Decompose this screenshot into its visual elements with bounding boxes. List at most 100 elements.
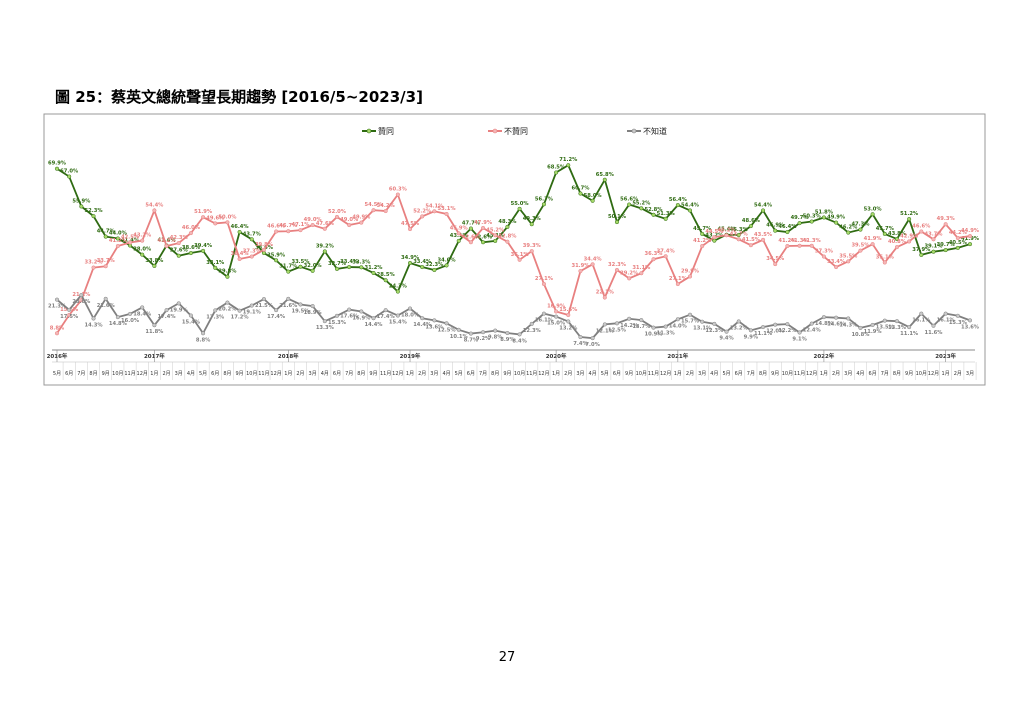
data-point [310,268,315,273]
data-point [614,321,620,326]
data-point [115,236,120,241]
data-label: 43.5% [754,232,773,238]
data-point [225,300,230,305]
x-tick-label: 1月 [552,371,560,377]
x-tick-label: 3月 [576,371,584,377]
data-point [420,214,425,219]
data-point [432,318,437,323]
data-point [919,252,924,257]
data-point [773,262,778,267]
data-label: 44.2% [949,230,968,236]
data-label: 19.1% [243,310,262,316]
data-label: 46.4% [231,224,250,230]
x-tick-label: 2月 [296,371,304,377]
x-tick-label: 6月 [211,371,219,377]
data-point [870,242,875,247]
data-point [736,237,741,242]
data-point [103,264,108,269]
data-point [310,222,315,228]
data-point [456,231,461,236]
data-label: 39.4% [194,243,213,249]
data-point [517,206,522,211]
data-label: 36.4% [231,251,250,257]
data-point [955,313,960,318]
data-label: 32.3% [608,262,627,268]
data-point [967,234,973,239]
data-label: 43.8% [888,231,907,237]
data-label: 33.4% [413,259,432,265]
data-label: 51.2% [900,211,919,217]
data-point [541,202,546,207]
data-label: 29.2% [620,270,639,276]
data-point [748,243,753,248]
data-label: 58.0% [584,193,603,199]
data-point [67,307,72,312]
x-tick-label: 10月 [636,371,647,377]
data-label: 49.0% [340,217,359,223]
data-point [700,243,705,249]
data-point [529,249,534,254]
data-label: 9.2% [476,336,491,342]
data-label: 49.9% [827,215,846,221]
data-point [894,245,900,250]
data-label: 18.9% [304,310,323,316]
data-point [821,215,826,220]
data-label: 54.1% [425,203,444,209]
data-label: 43.1% [450,233,469,239]
x-tick-label: 2月 [418,371,426,377]
data-label: 41.9% [961,236,980,242]
data-point [675,203,680,208]
x-tick-label: 7月 [747,371,755,377]
x-tick-label: 8月 [893,371,901,377]
data-label: 17.2% [231,315,250,321]
data-label: 7.0% [585,342,600,348]
data-label: 41.2% [778,238,797,244]
data-label: 42.3% [170,235,189,241]
data-label: 11.9% [864,329,883,335]
data-label: 42.6% [462,234,481,240]
data-point [955,235,960,241]
data-point [91,214,96,219]
data-point [468,240,473,245]
data-point [663,216,668,221]
data-point [152,208,157,213]
data-label: 67.0% [60,169,79,175]
data-label: 68.5% [547,165,566,171]
data-label: 37.6% [170,248,189,254]
data-label: 37.3% [815,249,834,255]
data-point [468,226,473,231]
legend-marker [366,128,372,134]
data-point [237,256,242,262]
data-label: 13.1% [693,326,712,332]
data-point [444,321,449,326]
x-tick-label: 6月 [735,371,743,377]
data-label: 13.5% [876,325,895,331]
data-point [274,308,279,313]
data-label: 44.7% [97,229,116,235]
data-point [140,252,145,257]
data-point [614,267,620,273]
data-label: 12.2% [778,328,797,334]
data-label: 27.1% [669,276,688,282]
data-point [517,257,522,262]
data-label: 47.5% [401,221,420,227]
data-label: 34.0% [438,257,457,263]
data-label: 12.3% [523,328,542,334]
data-label: 33.7% [97,258,116,264]
data-point [590,198,595,203]
data-label: 71.2% [559,157,578,163]
x-tick-label: 2月 [832,371,840,377]
data-label: 11.8% [145,329,164,335]
data-point [505,224,510,229]
data-label: 16.9% [352,315,371,321]
data-point [785,229,790,235]
data-point [407,306,413,311]
data-label: 48.6% [742,218,761,224]
series-line [56,163,971,294]
data-label: 39.7% [937,242,956,248]
data-point [103,234,108,239]
data-label: 51.3% [657,211,676,217]
data-label: 10.1% [450,334,469,340]
data-label: 47.3% [851,222,870,228]
data-point [237,229,242,235]
